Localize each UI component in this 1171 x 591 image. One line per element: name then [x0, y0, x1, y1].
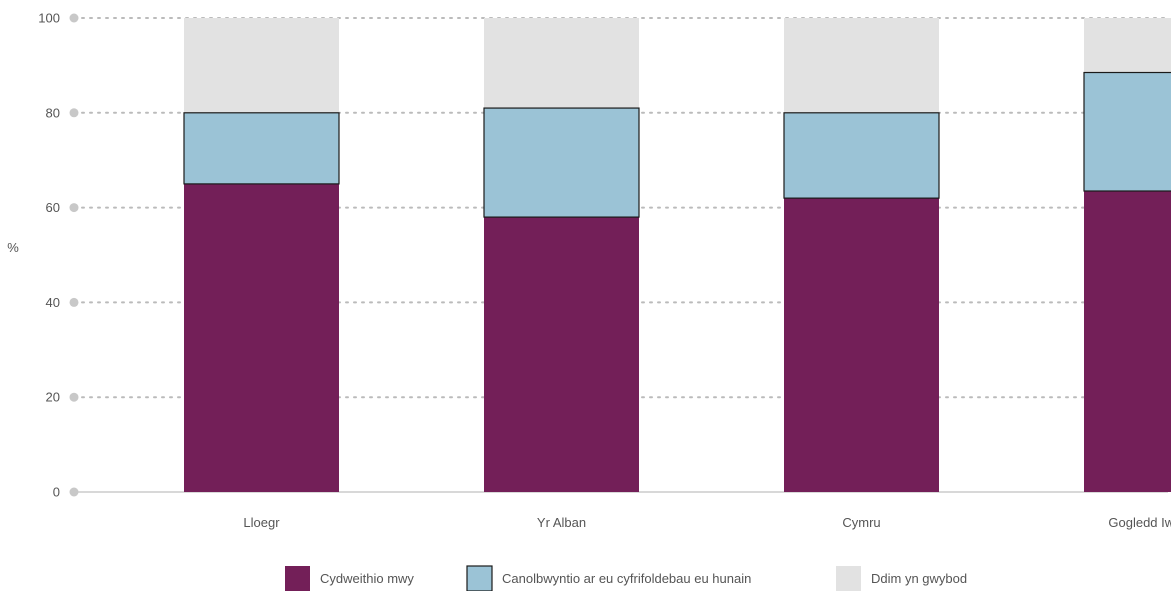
legend-item: Canolbwyntio ar eu cyfrifoldebau eu huna…	[466, 565, 751, 591]
x-category-label: Cymru	[842, 515, 880, 530]
x-category-label: Gogledd Iwerddon	[1108, 515, 1171, 530]
y-tick-marker	[69, 108, 79, 118]
legend-item: Ddim yn gwybod	[836, 566, 967, 591]
x-axis-labels: Lloegr Yr Alban Cymru Gogledd Iwerddon	[243, 515, 1171, 530]
x-category-label: Lloegr	[243, 515, 280, 530]
bar-segment-3	[484, 18, 639, 109]
bar-segment-1	[484, 217, 639, 492]
bar-segment-2	[484, 108, 639, 218]
bar-segment-2	[184, 112, 339, 184]
bar-segment-2	[1084, 72, 1171, 192]
x-category-label: Yr Alban	[537, 515, 586, 530]
y-axis: 0 20 40 60 80 100	[38, 11, 79, 500]
legend-swatch	[836, 566, 861, 591]
y-tick-marker	[69, 392, 79, 402]
bar-segment-2	[784, 112, 939, 199]
bar-segment-3	[784, 18, 939, 113]
bar-segment-1	[1084, 191, 1171, 492]
bar-segment-outline	[483, 107, 640, 218]
bar-segment-3	[184, 18, 339, 113]
bar-segment-1	[184, 183, 339, 492]
y-tick-label: 0	[53, 485, 60, 500]
legend-label: Ddim yn gwybod	[871, 571, 967, 586]
bar-segment-1	[784, 198, 939, 492]
legend-label: Canolbwyntio ar eu cyfrifoldebau eu huna…	[502, 571, 751, 586]
y-tick-label: 60	[46, 200, 60, 215]
bar-segment-3	[1084, 18, 1171, 73]
y-tick-marker	[69, 203, 79, 213]
bar-segment-outline	[183, 112, 340, 185]
y-tick-marker	[69, 297, 79, 307]
y-tick-marker	[69, 13, 79, 23]
bars	[183, 18, 1171, 492]
y-tick-label: 40	[46, 295, 60, 310]
legend-swatch	[466, 565, 493, 591]
bar-segment-outline	[1083, 71, 1171, 192]
legend: Cydweithio mwy Canolbwyntio ar eu cyfrifo…	[285, 565, 967, 591]
y-axis-label: %	[7, 240, 19, 255]
legend-swatch	[285, 566, 310, 591]
legend-label: Cydweithio mwy	[320, 571, 414, 586]
y-tick-label: 20	[46, 390, 60, 405]
legend-item: Cydweithio mwy	[285, 566, 414, 591]
bar-segment-outline	[783, 112, 940, 199]
y-tick-marker	[69, 487, 79, 497]
y-tick-label: 100	[38, 11, 60, 26]
y-tick-label: 80	[46, 105, 60, 120]
